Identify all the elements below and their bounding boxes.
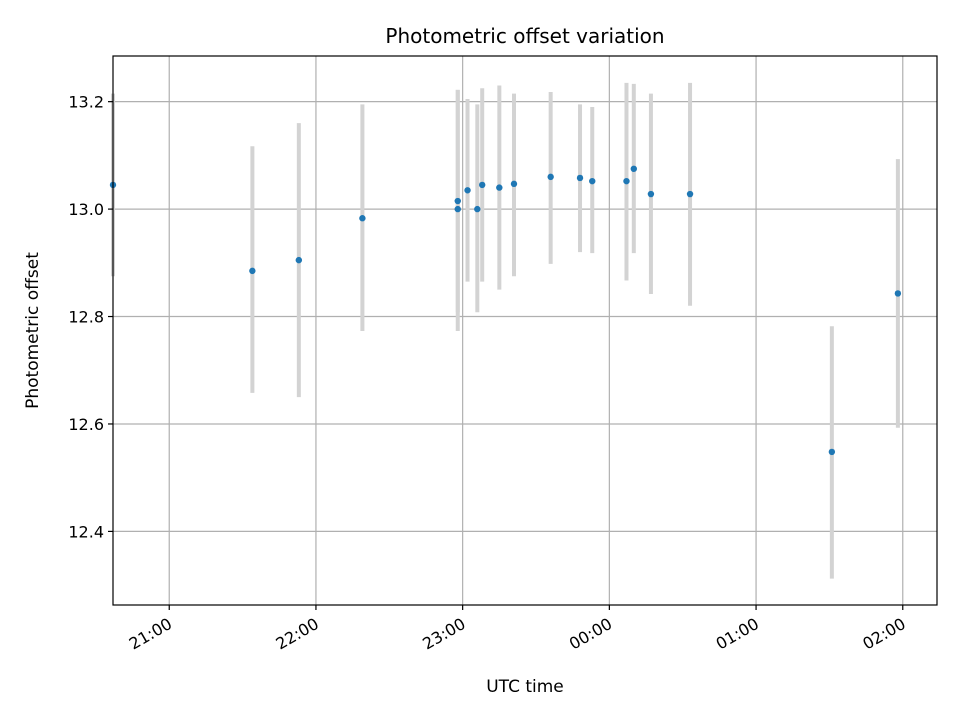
y-tick-label: 12.4	[68, 522, 104, 541]
data-point	[464, 187, 471, 194]
data-point	[359, 215, 366, 222]
y-tick-label: 13.2	[68, 93, 104, 112]
data-point	[454, 197, 461, 205]
y-axis-ticks: 12.4 12.6 12.8 13.0 13.2	[68, 93, 113, 541]
data-point	[295, 256, 303, 264]
data-point	[547, 173, 554, 181]
data-point	[647, 190, 655, 198]
y-tick-label: 13.0	[68, 200, 104, 219]
data-points	[109, 165, 902, 456]
data-point	[496, 184, 503, 191]
data-point	[630, 165, 638, 173]
data-point	[686, 190, 694, 198]
data-point	[894, 290, 902, 297]
data-point	[479, 181, 486, 189]
y-axis-label: Photometric offset	[23, 252, 43, 409]
data-point	[474, 205, 481, 213]
x-axis-label: UTC time	[486, 677, 564, 697]
data-point	[510, 180, 518, 188]
chart-title: Photometric offset variation	[385, 24, 664, 48]
y-tick-label: 12.6	[68, 415, 104, 434]
data-point	[249, 267, 256, 275]
plot-frame	[112, 55, 938, 606]
data-point	[576, 174, 584, 182]
grid	[113, 56, 937, 605]
data-point	[454, 205, 461, 213]
data-point	[589, 177, 596, 185]
data-point	[623, 177, 630, 185]
data-point	[828, 448, 836, 456]
y-tick-label: 12.8	[68, 308, 104, 327]
